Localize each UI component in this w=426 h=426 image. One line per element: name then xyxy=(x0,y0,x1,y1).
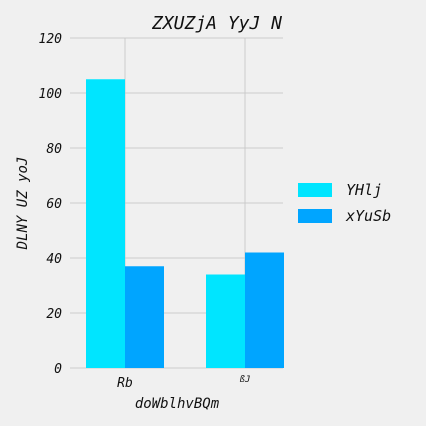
bar-xYuSb-Rb xyxy=(125,266,164,368)
y-tick-label: 0 xyxy=(54,362,62,377)
y-tick-label: 120 xyxy=(39,32,63,47)
y-tick-label: 40 xyxy=(46,252,62,267)
legend-swatch xyxy=(298,183,332,197)
legend-label: xYuSb xyxy=(345,207,391,225)
bars xyxy=(86,79,284,368)
legend-swatch xyxy=(298,209,332,223)
legend-label: YHlj xyxy=(346,181,382,199)
y-tick-label: 100 xyxy=(39,87,63,102)
y-tick-label: 20 xyxy=(46,307,62,322)
x-tick-label: Rb xyxy=(117,376,133,391)
y-tick-label: 60 xyxy=(46,197,62,212)
y-axis-label: DLNY UZ yoJ xyxy=(15,157,31,251)
x-tick-label: ßJ xyxy=(240,375,251,385)
bar-YHlj-ßJ xyxy=(206,274,245,368)
bar-xYuSb-ßJ xyxy=(245,252,284,368)
x-axis-label: doWblhvBQm xyxy=(135,396,220,412)
y-axis-ticks: 0 20 40 60 80 100 120 xyxy=(39,32,63,377)
y-tick-label: 80 xyxy=(46,142,62,157)
bar-YHlj-Rb xyxy=(86,79,125,368)
x-axis-ticks: Rb ßJ xyxy=(117,375,250,391)
legend: YHlj xYuSb xyxy=(298,181,391,225)
chart-title: ZXUZjA YyJ N xyxy=(151,13,282,34)
